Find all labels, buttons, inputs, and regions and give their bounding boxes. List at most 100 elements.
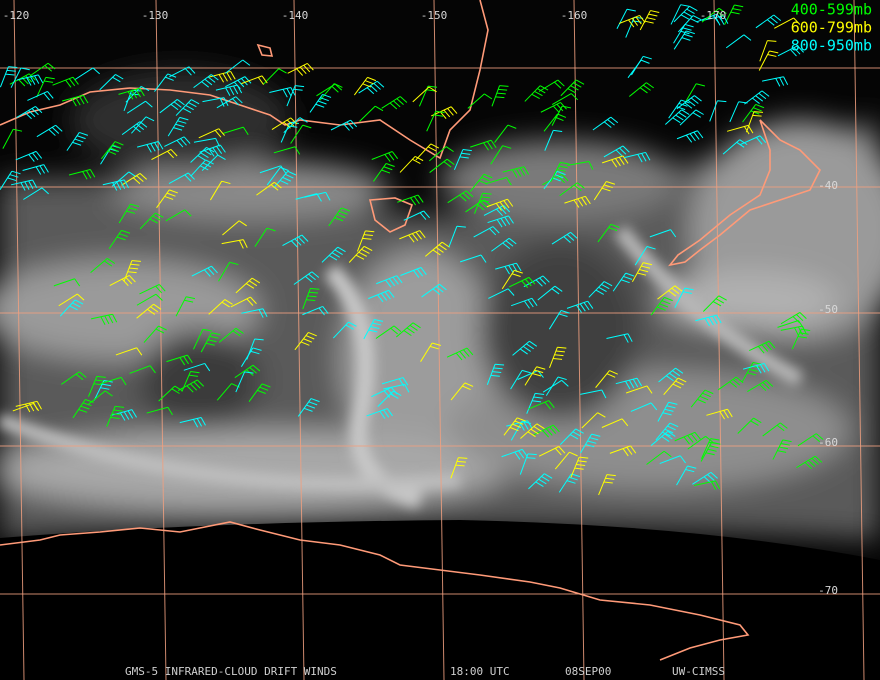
barb-tick bbox=[293, 88, 303, 91]
barb-tick bbox=[310, 398, 320, 403]
barb-tick bbox=[261, 383, 271, 388]
barb-tick bbox=[306, 299, 316, 301]
barb-tick bbox=[687, 99, 696, 107]
barb-tick bbox=[753, 111, 764, 113]
barb-tick bbox=[755, 95, 764, 102]
barb-tick bbox=[557, 113, 567, 118]
barb-tick bbox=[568, 476, 578, 481]
barb-tick bbox=[219, 98, 225, 107]
barb-tick bbox=[235, 96, 243, 104]
barb-tick bbox=[34, 75, 40, 84]
barb-tick bbox=[365, 230, 375, 233]
barb-tick bbox=[608, 227, 618, 232]
barb-tick bbox=[100, 316, 106, 325]
barb-shaft bbox=[616, 8, 628, 30]
barb-tick bbox=[246, 298, 254, 306]
barb-tick bbox=[381, 169, 391, 174]
barb-tick bbox=[435, 110, 445, 114]
barb-tick bbox=[690, 97, 699, 104]
barb-tick bbox=[739, 139, 748, 146]
barb-shaft bbox=[634, 246, 648, 266]
barb-tick bbox=[44, 65, 53, 72]
barb-tick bbox=[715, 480, 721, 490]
barb-tick bbox=[711, 441, 721, 445]
barb-tick bbox=[412, 322, 421, 329]
barb-tick bbox=[621, 418, 629, 427]
barb-tick bbox=[130, 203, 140, 208]
barb-tick bbox=[765, 342, 772, 351]
barb-tick bbox=[456, 225, 466, 228]
barb-tick bbox=[86, 170, 92, 179]
barb-tick bbox=[545, 428, 553, 436]
barb-tick bbox=[558, 446, 566, 454]
barb-tick bbox=[465, 190, 474, 198]
barb-tick bbox=[499, 201, 506, 210]
barb-tick bbox=[93, 383, 103, 386]
barb-tick bbox=[570, 231, 578, 239]
barb-tick bbox=[552, 177, 561, 182]
barb-tick bbox=[749, 368, 759, 372]
barb-tick bbox=[439, 111, 447, 119]
barb-tick bbox=[417, 194, 424, 203]
barb-tick bbox=[696, 83, 706, 87]
barb-tick bbox=[686, 8, 695, 14]
barb-tick bbox=[679, 455, 687, 464]
barb-tick bbox=[718, 7, 727, 14]
barb-tick bbox=[536, 366, 546, 370]
barb-tick bbox=[552, 105, 560, 114]
barb-tick bbox=[301, 234, 309, 242]
barb-tick bbox=[808, 459, 816, 467]
barb-tick bbox=[753, 417, 762, 424]
footer: GMS-5 INFRARED-CLOUD DRIFT WINDS 18:00 U… bbox=[125, 665, 725, 678]
barb-tick bbox=[692, 15, 702, 21]
barb-tick bbox=[259, 386, 269, 391]
barb-tick bbox=[689, 5, 698, 12]
barb-tick bbox=[412, 158, 421, 164]
barb-tick bbox=[296, 68, 304, 76]
latitude-labels: -40 -50 -60 -70 bbox=[818, 179, 838, 597]
barb-tick bbox=[462, 192, 470, 200]
barb-tick bbox=[391, 151, 399, 160]
barb-tick bbox=[358, 251, 367, 257]
longitude-label: -170 bbox=[700, 9, 727, 22]
barb-shaft bbox=[659, 455, 681, 465]
barb-shaft bbox=[10, 67, 22, 88]
barb-tick bbox=[13, 128, 23, 132]
longitude-label: -130 bbox=[142, 9, 169, 22]
barb-tick bbox=[557, 79, 565, 87]
barb-tick bbox=[387, 388, 394, 397]
barb-tick bbox=[150, 143, 156, 152]
barb-tick bbox=[355, 254, 365, 260]
barb-tick bbox=[201, 81, 210, 88]
barb-shaft bbox=[646, 450, 665, 465]
barb-tick bbox=[44, 80, 54, 83]
barb-tick bbox=[396, 98, 404, 106]
barb-tick bbox=[320, 97, 329, 102]
barb-tick bbox=[678, 112, 687, 118]
barb-tick bbox=[692, 112, 701, 118]
barb-tick bbox=[308, 331, 317, 337]
barb-tick bbox=[480, 254, 487, 263]
barb-tick bbox=[32, 179, 38, 189]
barb-tick bbox=[419, 212, 427, 220]
barb-tick bbox=[560, 102, 567, 110]
barb-tick bbox=[388, 290, 395, 298]
barb-tick bbox=[167, 150, 174, 159]
barb-tick bbox=[587, 300, 594, 309]
barb-tick bbox=[250, 350, 260, 355]
barb-tick bbox=[450, 106, 458, 114]
barb-tick bbox=[526, 457, 536, 459]
barb-tick bbox=[184, 68, 192, 76]
barb-shaft bbox=[687, 435, 706, 450]
barb-tick bbox=[345, 324, 354, 330]
barb-tick bbox=[362, 83, 372, 88]
barb-tick bbox=[18, 79, 26, 87]
barb-tick bbox=[645, 152, 651, 161]
barb-tick bbox=[240, 78, 248, 86]
barb-tick bbox=[197, 379, 205, 387]
barb-tick bbox=[779, 422, 788, 429]
barb-tick bbox=[28, 73, 36, 81]
barb-tick bbox=[218, 128, 225, 136]
barb-tick bbox=[486, 141, 493, 150]
barb-tick bbox=[310, 287, 320, 290]
